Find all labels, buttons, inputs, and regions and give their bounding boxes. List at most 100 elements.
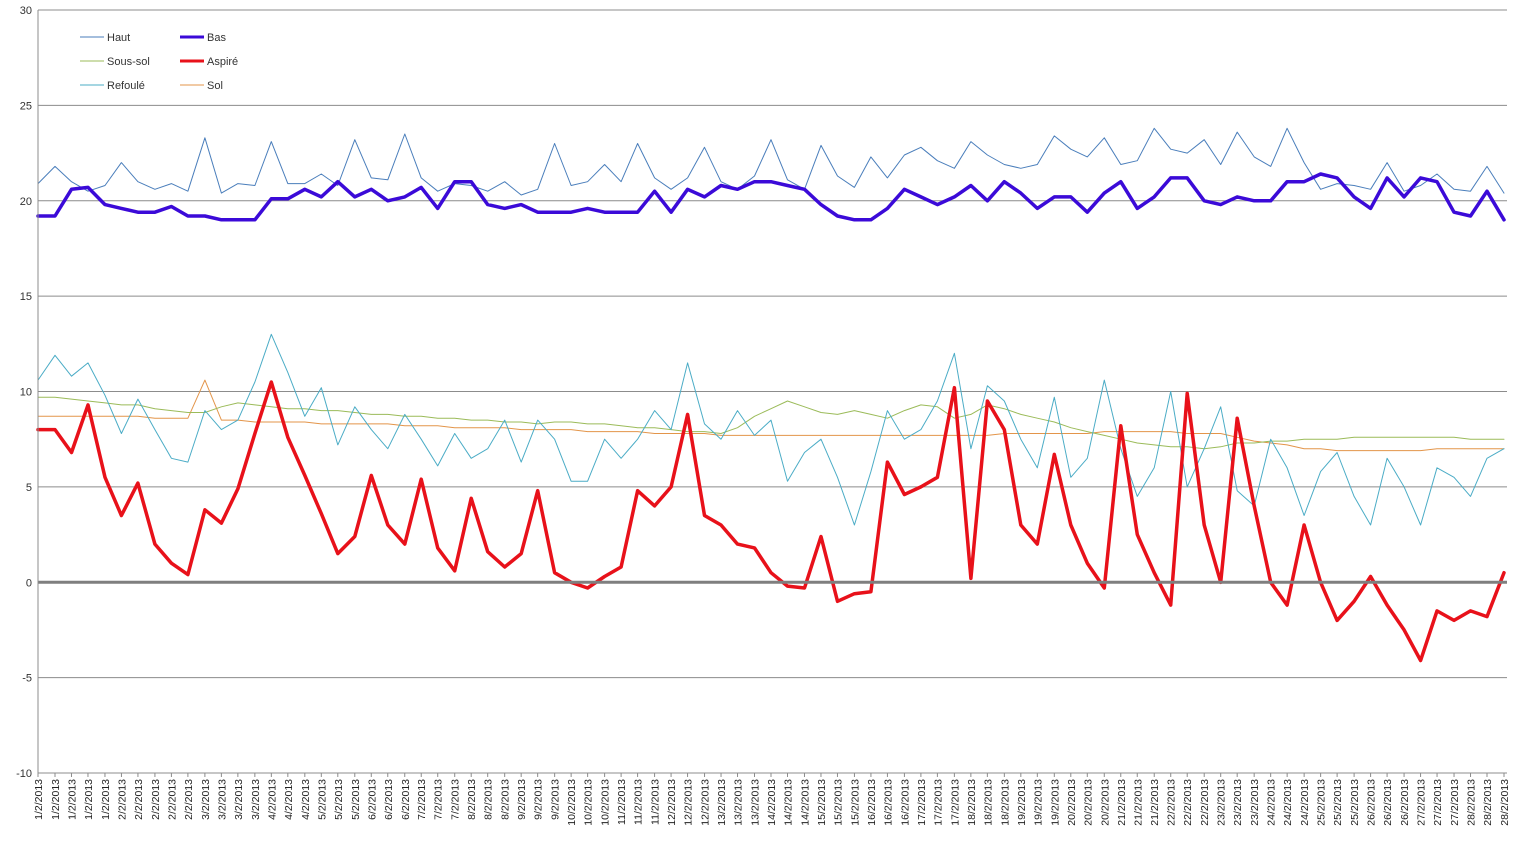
legend: Haut Bas Sous-sol Aspiré Refoulé Sol bbox=[80, 32, 238, 92]
x-tick-label: 26/2/2013 bbox=[1382, 779, 1394, 826]
x-tick-label: 14/2/2013 bbox=[782, 779, 794, 826]
x-tick-label: 24/2/2013 bbox=[1266, 779, 1278, 826]
legend-label-bas: Bas bbox=[207, 32, 226, 44]
x-tick-label: 1/2/2013 bbox=[100, 779, 112, 820]
x-tick-label: 7/2/2013 bbox=[433, 779, 445, 820]
x-tick-label: 7/2/2013 bbox=[416, 779, 428, 820]
x-axis-tick-labels: 1/2/2013 1/2/2013 1/2/2013 1/2/2013 1/2/2013… bbox=[33, 779, 1511, 826]
axes bbox=[37, 10, 1507, 777]
x-tick-label: 28/2/2013 bbox=[1499, 779, 1511, 826]
x-tick-label: 10/2/2013 bbox=[583, 779, 595, 826]
x-tick-label: 8/2/2013 bbox=[483, 779, 495, 820]
x-tick-label: 26/2/2013 bbox=[1399, 779, 1411, 826]
x-tick-label: 25/2/2013 bbox=[1332, 779, 1344, 826]
y-tick-label: 20 bbox=[20, 196, 32, 208]
x-tick-label: 23/2/2013 bbox=[1249, 779, 1261, 826]
x-tick-label: 26/2/2013 bbox=[1366, 779, 1378, 826]
x-tick-label: 7/2/2013 bbox=[450, 779, 462, 820]
x-tick-label: 3/2/2013 bbox=[216, 779, 228, 820]
x-tick-label: 13/2/2013 bbox=[733, 779, 745, 826]
x-tick-label: 15/2/2013 bbox=[816, 779, 828, 826]
x-tick-label: 8/2/2013 bbox=[500, 779, 512, 820]
x-tick-label: 20/2/2013 bbox=[1082, 779, 1094, 826]
x-tick-label: 12/2/2013 bbox=[683, 779, 695, 826]
x-tick-label: 10/2/2013 bbox=[600, 779, 612, 826]
x-tick-label: 17/2/2013 bbox=[932, 779, 944, 826]
x-tick-label: 18/2/2013 bbox=[966, 779, 978, 826]
y-tick-label: 10 bbox=[20, 387, 32, 399]
x-tick-label: 9/2/2013 bbox=[516, 779, 528, 820]
x-tick-label: 11/2/2013 bbox=[650, 779, 662, 825]
series-line-aspir- bbox=[36, 380, 1506, 663]
x-tick-label: 9/2/2013 bbox=[550, 779, 562, 820]
x-tick-label: 14/2/2013 bbox=[799, 779, 811, 826]
y-tick-label: 5 bbox=[26, 482, 32, 494]
x-tick-label: 13/2/2013 bbox=[716, 779, 728, 826]
x-tick-label: 28/2/2013 bbox=[1482, 779, 1494, 826]
x-tick-label: 6/2/2013 bbox=[383, 779, 395, 820]
y-tick-label: 25 bbox=[20, 100, 32, 112]
x-tick-label: 4/2/2013 bbox=[266, 779, 278, 820]
x-tick-label: 22/2/2013 bbox=[1166, 779, 1178, 826]
x-tick-label: 17/2/2013 bbox=[949, 779, 961, 826]
x-tick-label: 15/2/2013 bbox=[832, 779, 844, 826]
x-tick-label: 10/2/2013 bbox=[566, 779, 578, 826]
x-tick-label: 27/2/2013 bbox=[1432, 779, 1444, 826]
x-tick-label: 21/2/2013 bbox=[1116, 779, 1128, 826]
x-tick-label: 20/2/2013 bbox=[1066, 779, 1078, 826]
x-tick-label: 2/2/2013 bbox=[133, 779, 145, 820]
y-tick-label: -5 bbox=[22, 673, 32, 685]
x-tick-label: 27/2/2013 bbox=[1449, 779, 1461, 826]
x-tick-label: 16/2/2013 bbox=[899, 779, 911, 826]
series-line-sous-sol bbox=[37, 396, 1505, 450]
x-tick-label: 28/2/2013 bbox=[1466, 779, 1478, 826]
series-line-refoul- bbox=[37, 333, 1505, 526]
legend-label-sous-sol: Sous-sol bbox=[107, 56, 150, 68]
x-tick-label: 19/2/2013 bbox=[1016, 779, 1028, 826]
legend-label-aspir-: Aspiré bbox=[207, 56, 238, 68]
x-tick-label: 13/2/2013 bbox=[750, 779, 762, 826]
x-tick-label: 18/2/2013 bbox=[999, 779, 1011, 826]
x-tick-label: 1/2/2013 bbox=[33, 779, 45, 820]
y-tick-label: 30 bbox=[20, 5, 32, 17]
x-tick-label: 5/2/2013 bbox=[316, 779, 328, 820]
x-tick-label: 2/2/2013 bbox=[150, 779, 162, 820]
y-axis-tick-labels: 30 25 20 15 10 5 0 -5 -10 bbox=[16, 5, 32, 780]
x-tick-label: 24/2/2013 bbox=[1299, 779, 1311, 826]
x-tick-label: 14/2/2013 bbox=[766, 779, 778, 826]
x-tick-label: 27/2/2013 bbox=[1416, 779, 1428, 826]
x-tick-label: 6/2/2013 bbox=[366, 779, 378, 820]
x-tick-label: 25/2/2013 bbox=[1349, 779, 1361, 826]
series-lines bbox=[36, 127, 1506, 663]
x-tick-label: 19/2/2013 bbox=[1032, 779, 1044, 826]
y-tick-label: -10 bbox=[16, 768, 32, 780]
legend-label-haut: Haut bbox=[107, 32, 130, 44]
x-tick-label: 8/2/2013 bbox=[466, 779, 478, 820]
x-tick-label: 12/2/2013 bbox=[700, 779, 712, 826]
x-tick-label: 2/2/2013 bbox=[183, 779, 195, 820]
x-tick-label: 6/2/2013 bbox=[400, 779, 412, 820]
x-tick-label: 2/2/2013 bbox=[166, 779, 178, 820]
x-tick-label: 15/2/2013 bbox=[849, 779, 861, 826]
x-tick-label: 5/2/2013 bbox=[350, 779, 362, 820]
y-tick-label: 15 bbox=[20, 291, 32, 303]
series-line-bas bbox=[36, 172, 1506, 222]
x-tick-label: 24/2/2013 bbox=[1282, 779, 1294, 826]
x-tick-label: 3/2/2013 bbox=[233, 779, 245, 820]
x-tick-label: 25/2/2013 bbox=[1316, 779, 1328, 826]
legend-label-refoul-: Refoulé bbox=[107, 80, 145, 92]
x-tick-label: 5/2/2013 bbox=[333, 779, 345, 820]
x-tick-label: 4/2/2013 bbox=[283, 779, 295, 820]
x-tick-label: 3/2/2013 bbox=[200, 779, 212, 820]
x-tick-label: 21/2/2013 bbox=[1132, 779, 1144, 826]
x-tick-label: 22/2/2013 bbox=[1199, 779, 1211, 826]
x-tick-label: 16/2/2013 bbox=[882, 779, 894, 826]
x-tick-label: 4/2/2013 bbox=[300, 779, 312, 820]
legend-label-sol: Sol bbox=[207, 80, 223, 92]
x-tick-label: 23/2/2013 bbox=[1232, 779, 1244, 826]
x-tick-label: 23/2/2013 bbox=[1216, 779, 1228, 826]
y-tick-label: 0 bbox=[26, 577, 32, 589]
x-tick-label: 20/2/2013 bbox=[1099, 779, 1111, 826]
x-tick-label: 11/2/2013 bbox=[633, 779, 645, 825]
